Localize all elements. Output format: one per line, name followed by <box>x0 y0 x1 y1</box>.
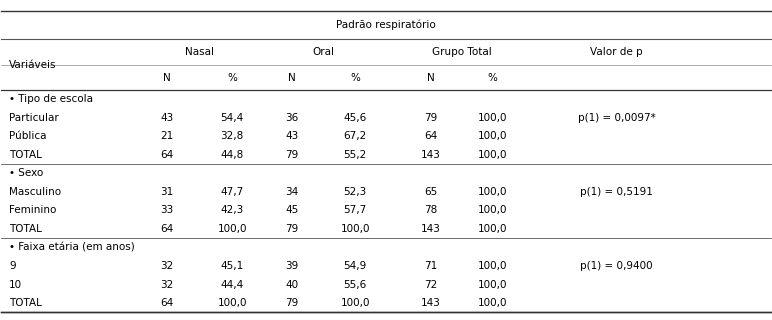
Text: 64: 64 <box>424 132 437 141</box>
Text: 32: 32 <box>160 261 174 271</box>
Text: TOTAL: TOTAL <box>9 298 42 308</box>
Text: Padrão respiratório: Padrão respiratório <box>336 20 436 30</box>
Text: Variáveis: Variáveis <box>9 60 56 70</box>
Text: 100,0: 100,0 <box>340 298 370 308</box>
Text: 100,0: 100,0 <box>477 187 507 197</box>
Text: 57,7: 57,7 <box>344 205 367 215</box>
Text: Masculino: Masculino <box>9 187 61 197</box>
Text: Oral: Oral <box>313 47 335 57</box>
Text: 45,1: 45,1 <box>221 261 244 271</box>
Text: Grupo Total: Grupo Total <box>432 47 491 57</box>
Text: N: N <box>163 73 171 83</box>
Text: 55,6: 55,6 <box>344 279 367 290</box>
Text: 42,3: 42,3 <box>221 205 244 215</box>
Text: 32,8: 32,8 <box>221 132 244 141</box>
Text: N: N <box>288 73 296 83</box>
Text: 31: 31 <box>160 187 174 197</box>
Text: • Tipo de escola: • Tipo de escola <box>9 94 93 104</box>
Text: 79: 79 <box>424 113 437 123</box>
Text: 100,0: 100,0 <box>477 205 507 215</box>
Text: 72: 72 <box>424 279 437 290</box>
Text: 32: 32 <box>160 279 174 290</box>
Text: Nasal: Nasal <box>185 47 214 57</box>
Text: 100,0: 100,0 <box>477 150 507 160</box>
Text: 64: 64 <box>160 150 174 160</box>
Text: 39: 39 <box>286 261 299 271</box>
Text: p(1) = 0,5191: p(1) = 0,5191 <box>581 187 653 197</box>
Text: 79: 79 <box>286 298 299 308</box>
Text: 143: 143 <box>421 298 441 308</box>
Text: 100,0: 100,0 <box>218 224 247 234</box>
Text: 47,7: 47,7 <box>221 187 244 197</box>
Text: 44,8: 44,8 <box>221 150 244 160</box>
Text: 9: 9 <box>9 261 15 271</box>
Text: %: % <box>487 73 497 83</box>
Text: %: % <box>227 73 237 83</box>
Text: 100,0: 100,0 <box>340 224 370 234</box>
Text: 71: 71 <box>424 261 437 271</box>
Text: p(1) = 0,9400: p(1) = 0,9400 <box>581 261 653 271</box>
Text: 100,0: 100,0 <box>477 279 507 290</box>
Text: 100,0: 100,0 <box>477 132 507 141</box>
Text: 65: 65 <box>424 187 437 197</box>
Text: 100,0: 100,0 <box>477 298 507 308</box>
Text: Feminino: Feminino <box>9 205 56 215</box>
Text: 64: 64 <box>160 298 174 308</box>
Text: 100,0: 100,0 <box>218 298 247 308</box>
Text: 21: 21 <box>160 132 174 141</box>
Text: 34: 34 <box>286 187 299 197</box>
Text: 79: 79 <box>286 224 299 234</box>
Text: 43: 43 <box>286 132 299 141</box>
Text: 67,2: 67,2 <box>344 132 367 141</box>
Text: %: % <box>350 73 361 83</box>
Text: Particular: Particular <box>9 113 59 123</box>
Text: 45: 45 <box>286 205 299 215</box>
Text: TOTAL: TOTAL <box>9 224 42 234</box>
Text: 54,4: 54,4 <box>221 113 244 123</box>
Text: TOTAL: TOTAL <box>9 150 42 160</box>
Text: 64: 64 <box>160 224 174 234</box>
Text: 52,3: 52,3 <box>344 187 367 197</box>
Text: 10: 10 <box>9 279 22 290</box>
Text: 44,4: 44,4 <box>221 279 244 290</box>
Text: 143: 143 <box>421 224 441 234</box>
Text: 33: 33 <box>160 205 174 215</box>
Text: 100,0: 100,0 <box>477 261 507 271</box>
Text: 40: 40 <box>286 279 299 290</box>
Text: 55,2: 55,2 <box>344 150 367 160</box>
Text: 54,9: 54,9 <box>344 261 367 271</box>
Text: 43: 43 <box>160 113 174 123</box>
Text: • Sexo: • Sexo <box>9 169 43 179</box>
Text: p(1) = 0,0097*: p(1) = 0,0097* <box>578 113 655 123</box>
Text: 45,6: 45,6 <box>344 113 367 123</box>
Text: • Faixa etária (em anos): • Faixa etária (em anos) <box>9 243 135 252</box>
Text: 79: 79 <box>286 150 299 160</box>
Text: 36: 36 <box>286 113 299 123</box>
Text: 143: 143 <box>421 150 441 160</box>
Text: 100,0: 100,0 <box>477 224 507 234</box>
Text: Pública: Pública <box>9 132 46 141</box>
Text: 100,0: 100,0 <box>477 113 507 123</box>
Text: 78: 78 <box>424 205 437 215</box>
Text: N: N <box>427 73 435 83</box>
Text: Valor de p: Valor de p <box>591 47 643 57</box>
